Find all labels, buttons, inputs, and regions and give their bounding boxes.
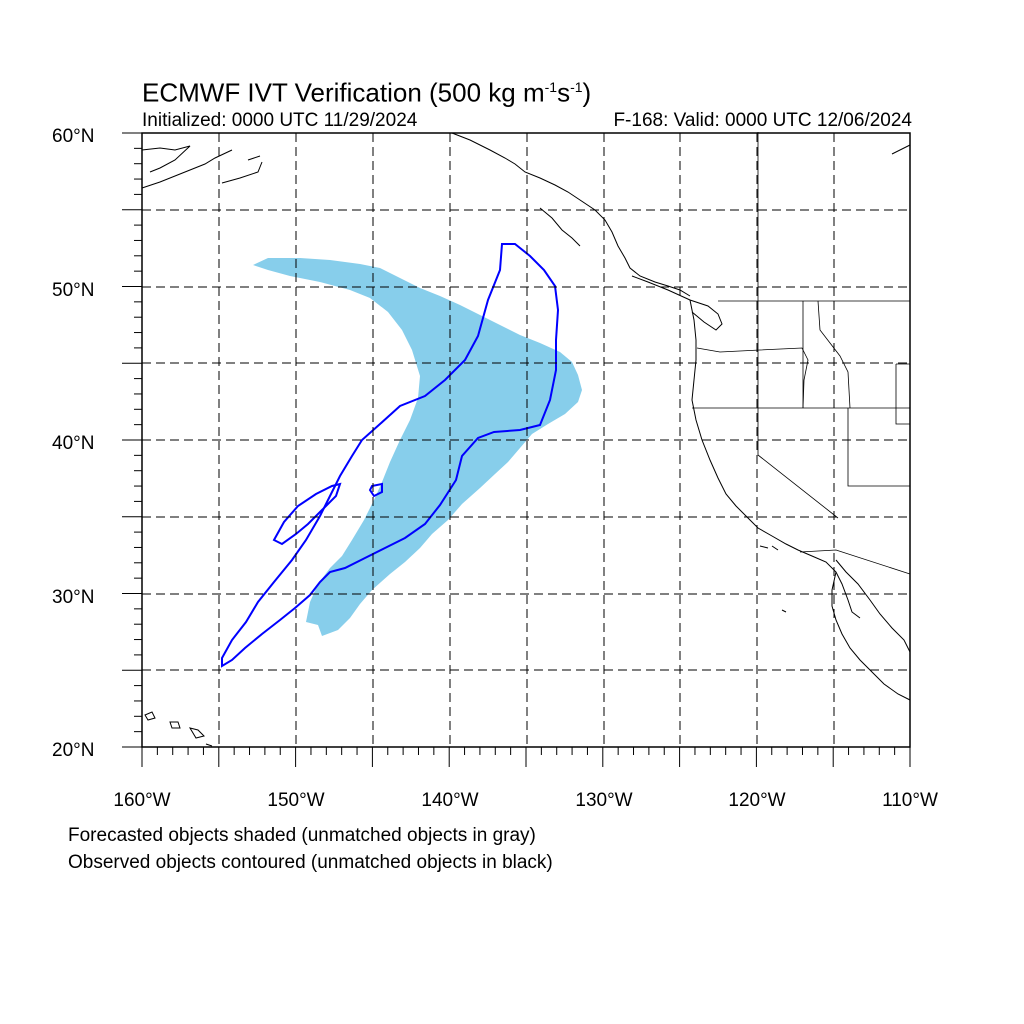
- forecast-object: [253, 258, 582, 636]
- title-mid: s: [557, 77, 571, 108]
- chart-title: ECMWF IVT Verification (500 kg m-1s-1): [142, 70, 591, 110]
- lat-label-40: 40°N: [52, 433, 94, 454]
- title-main: ECMWF IVT Verification (500 kg m: [142, 77, 545, 108]
- lat-label-30: 30°N: [52, 587, 94, 608]
- valid-label: F-168: Valid: 0000 UTC 12/06/2024: [613, 110, 912, 131]
- initialized-label: Initialized: 0000 UTC 11/29/2024: [142, 110, 418, 131]
- lon-label-140w: 140°W: [421, 790, 478, 811]
- coastlines: [141, 132, 911, 747]
- lat-label-50: 50°N: [52, 280, 94, 301]
- axis-ticks: [122, 132, 911, 767]
- map-grid: [142, 133, 910, 747]
- observed-object-contour: [221, 243, 560, 668]
- title-sup-1: -1: [544, 79, 558, 95]
- lon-label-160w: 160°W: [113, 790, 170, 811]
- lon-labels: 160°W 150°W 140°W 130°W 120°W 110°W: [113, 790, 938, 811]
- lat-label-20: 20°N: [52, 740, 94, 761]
- observed-object-contour-2: [272, 482, 342, 546]
- observed-object-contour-3: [368, 482, 383, 498]
- lon-label-120w: 120°W: [728, 790, 785, 811]
- lat-label-60: 60°N: [52, 126, 94, 147]
- political-borders: [692, 132, 911, 575]
- legend-forecast-note: Forecasted objects shaded (unmatched obj…: [68, 825, 536, 846]
- legend-observed-note: Observed objects contoured (unmatched ob…: [68, 852, 553, 873]
- lon-label-150w: 150°W: [267, 790, 324, 811]
- lat-labels: 60°N 50°N 40°N 30°N 20°N: [52, 126, 94, 761]
- title-sup-2: -1: [570, 79, 583, 95]
- title-end: ): [582, 77, 592, 108]
- lon-label-130w: 130°W: [575, 790, 632, 811]
- lon-label-110w: 110°W: [882, 790, 938, 811]
